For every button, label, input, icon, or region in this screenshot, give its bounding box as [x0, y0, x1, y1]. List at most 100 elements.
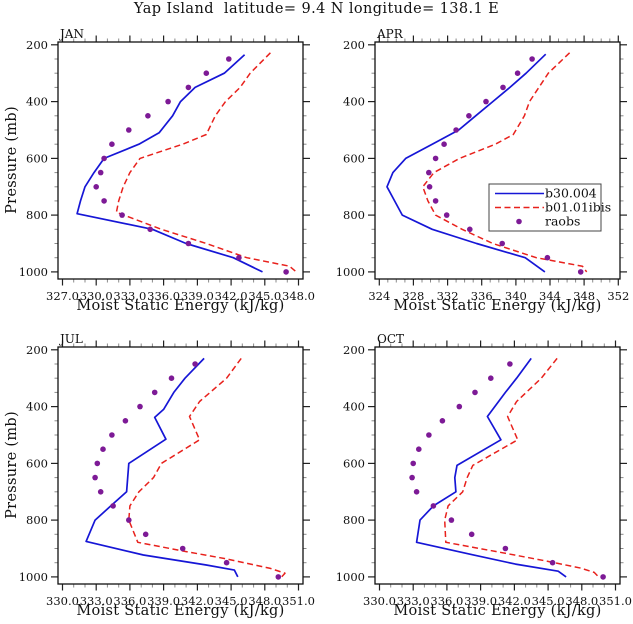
x-tick-label: 339.0	[181, 289, 214, 303]
raobs-point	[472, 389, 478, 396]
raobs-point	[416, 446, 422, 452]
x-tick-label: 342.0	[498, 594, 531, 608]
raobs-point	[97, 489, 104, 495]
x-tick-label: 330.0	[46, 594, 79, 608]
y-tick-label: 400	[343, 95, 365, 109]
raobs-point	[145, 113, 151, 119]
y-tick-label: 1000	[19, 265, 48, 279]
x-tick-label: 348.0	[282, 289, 315, 303]
raobs-point	[529, 56, 535, 62]
y-tick-label: 600	[26, 151, 48, 165]
x-tick-label: 345.0	[532, 594, 565, 608]
raobs-point	[275, 574, 282, 580]
x-tick-label: 344	[539, 289, 561, 303]
raobs-point	[432, 155, 439, 162]
x-tick-label: 336	[471, 289, 493, 303]
raobs-point	[441, 141, 447, 147]
raobs-point	[409, 474, 415, 481]
legend-dot-sample	[516, 218, 522, 225]
raobs-point	[426, 169, 432, 176]
raobs-point	[483, 98, 489, 105]
raobs-point	[122, 418, 129, 424]
x-tick-label: 345.0	[248, 289, 281, 303]
raobs-point	[137, 403, 143, 410]
raobs-point	[488, 375, 494, 381]
x-tick-label: 332	[437, 289, 459, 303]
raobs-point	[600, 574, 606, 580]
raobs-point	[514, 70, 521, 76]
y-tick-label: 800	[343, 513, 365, 527]
raobs-point	[126, 127, 132, 133]
y-tick-label: 200	[343, 38, 365, 52]
x-tick-label: 333.0	[113, 289, 146, 303]
x-tick-label: 333.0	[397, 594, 430, 608]
x-tick-label: 342.0	[181, 594, 214, 608]
panel-title: APR	[376, 27, 404, 41]
series-line-b30.004	[386, 53, 547, 273]
x-tick-label: 340	[505, 289, 527, 303]
series-line-b01.01ibis	[115, 52, 297, 273]
raobs-point	[101, 198, 107, 204]
x-tick-label: 352	[607, 289, 629, 303]
raobs-point	[426, 432, 432, 438]
raobs-point	[466, 113, 472, 119]
x-tick-label: 348.0	[248, 594, 281, 608]
series-line-b30.004	[415, 357, 567, 578]
raobs-point	[439, 418, 446, 424]
x-axis-title-oct: Moist Static Energy (kJ/kg)	[393, 603, 602, 619]
raobs-point	[430, 503, 437, 509]
raobs-point	[448, 517, 455, 523]
raobs-point	[236, 254, 242, 261]
series-line-b01.01ibis	[422, 52, 588, 273]
raobs-point	[456, 403, 463, 410]
x-tick-label: 327.0	[46, 289, 79, 303]
x-tick-label: 336.0	[430, 594, 463, 608]
y-tick-label: 600	[343, 456, 365, 470]
y-tick-label: 400	[343, 400, 365, 414]
panel-apr: 324 328 332 336 340 344 348 352 200 400 600 800 1000…	[336, 27, 630, 303]
legend-label: b30.004	[545, 186, 597, 201]
legend-label: raobs	[545, 214, 580, 229]
raobs-point	[507, 361, 513, 367]
panel-title: JAN	[58, 27, 84, 41]
x-tick-label: 336.0	[113, 594, 146, 608]
x-tick-label: 339.0	[147, 594, 180, 608]
x-tick-label: 328	[402, 289, 424, 303]
y-tick-label: 1000	[336, 570, 365, 584]
raobs-point	[151, 389, 158, 396]
raobs-point	[500, 84, 506, 91]
x-tick-label: 333.0	[80, 594, 113, 608]
plot-box	[57, 41, 304, 280]
raobs-point	[192, 361, 198, 367]
raobs-point	[453, 127, 459, 133]
series-line-b30.004	[85, 357, 239, 578]
raobs-point	[467, 226, 473, 233]
x-tick-label: 324	[368, 289, 390, 303]
series-line-b30.004	[76, 54, 263, 273]
raobs-point	[413, 489, 420, 495]
plot-box	[374, 41, 621, 280]
y-tick-label: 400	[26, 400, 48, 414]
raobs-point	[468, 531, 475, 538]
x-tick-label: 336.0	[147, 289, 180, 303]
raobs-point	[126, 517, 132, 523]
y-tick-label: 200	[26, 38, 48, 52]
x-tick-label: 339.0	[464, 594, 497, 608]
x-axis-title-jan: Moist Static Energy (kJ/kg)	[76, 298, 285, 314]
raobs-point	[432, 198, 439, 204]
y-tick-label: 800	[343, 208, 365, 222]
raobs-point	[502, 545, 509, 552]
raobs-point	[223, 559, 230, 566]
raobs-point	[109, 141, 115, 147]
y-tick-label: 1000	[19, 570, 48, 584]
raobs-point	[168, 375, 175, 381]
panel-jan: 327.0 330.0 333.0 336.0 339.0 342.0 345.0 348.0…	[19, 27, 315, 303]
y-tick-label: 1000	[336, 265, 365, 279]
y-tick-label: 800	[26, 208, 48, 222]
raobs-point	[426, 184, 433, 190]
series-line-b01.01ibis	[128, 357, 286, 578]
figure-title: Yap Island latitude= 9.4 N longitude= 13…	[133, 1, 500, 17]
y-tick-label: 600	[26, 456, 48, 470]
raobs-point	[544, 254, 551, 261]
